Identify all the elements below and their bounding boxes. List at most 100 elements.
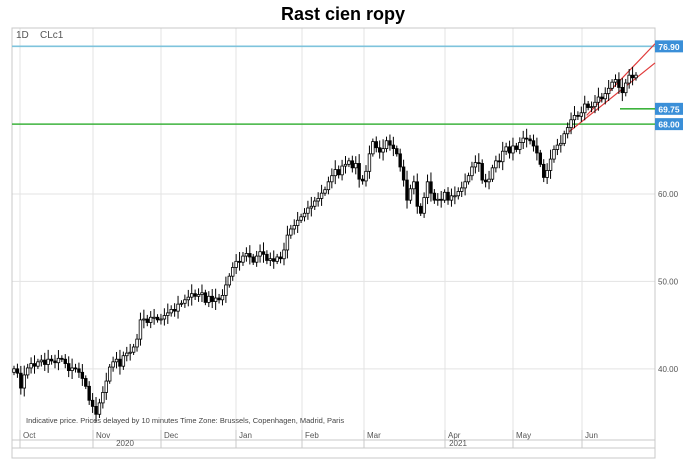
candle-body xyxy=(408,188,413,201)
candle-body xyxy=(319,192,324,199)
candle-body xyxy=(80,371,85,379)
candle-body xyxy=(559,142,563,146)
candle-body xyxy=(586,103,590,108)
candle-body xyxy=(15,368,20,374)
candle-body xyxy=(606,87,611,94)
candle-body xyxy=(25,367,30,376)
candle-body xyxy=(384,140,389,150)
candle-body xyxy=(569,119,573,129)
candle-body xyxy=(313,200,317,207)
annotation-lines xyxy=(12,43,656,134)
candle-body xyxy=(53,360,57,364)
candle-body xyxy=(224,284,228,296)
candle-body xyxy=(343,163,348,167)
candle-body xyxy=(542,163,546,178)
trend-channel-lower xyxy=(567,62,656,134)
candle-body xyxy=(46,358,50,365)
candle-body xyxy=(251,256,255,263)
footer-note: Indicative price. Prices delayed by 10 m… xyxy=(26,416,344,425)
price-tag-label: 68.00 xyxy=(658,120,680,130)
candle-body xyxy=(340,165,344,176)
candle-body xyxy=(155,316,160,321)
candle-body xyxy=(627,74,631,84)
candle-body xyxy=(449,195,454,201)
candle-body xyxy=(241,255,245,263)
candle-body xyxy=(483,179,488,183)
candle-body xyxy=(497,160,501,163)
candle-body xyxy=(555,144,560,150)
candle-body xyxy=(39,359,44,363)
candle-body xyxy=(114,358,119,363)
candle-body xyxy=(347,160,351,165)
candle-body xyxy=(518,142,522,150)
candle-body xyxy=(138,319,143,340)
candle-body xyxy=(101,392,105,404)
candle-body xyxy=(19,372,23,389)
candle-body xyxy=(367,153,372,172)
candle-body xyxy=(405,179,409,201)
candle-body xyxy=(552,149,556,160)
candle-body xyxy=(412,181,416,190)
candle-body xyxy=(473,162,478,168)
candle-body xyxy=(196,294,201,297)
candle-body xyxy=(227,275,232,286)
candle-body xyxy=(377,147,382,153)
candle-body xyxy=(275,256,279,262)
candle-body xyxy=(22,374,26,389)
candle-body xyxy=(524,137,529,140)
candle-body xyxy=(244,253,249,257)
candle-body xyxy=(142,318,146,321)
candle-body xyxy=(579,112,584,117)
candle-body xyxy=(418,205,423,214)
candle-body xyxy=(610,81,614,89)
candle-body xyxy=(456,191,460,197)
candle-body xyxy=(576,114,580,117)
candle-body xyxy=(388,140,392,146)
candle-body xyxy=(415,181,419,207)
candle-body xyxy=(381,148,385,153)
candle-body xyxy=(207,295,211,303)
candle-body xyxy=(401,166,406,181)
candle-body xyxy=(562,133,566,144)
price-tag xyxy=(655,40,683,53)
candle-body xyxy=(107,366,112,382)
candle-body xyxy=(94,406,98,415)
candle-body xyxy=(432,192,437,201)
candle-body xyxy=(531,140,536,147)
candle-body xyxy=(149,316,153,323)
candle-body xyxy=(135,338,139,348)
candle-body xyxy=(210,295,214,302)
candle-body xyxy=(231,267,235,277)
candle-body xyxy=(56,357,61,364)
candle-body xyxy=(234,260,238,268)
candle-body xyxy=(217,297,221,301)
x-tick-label: Oct xyxy=(23,431,36,440)
candle-body xyxy=(504,146,508,152)
candle-body xyxy=(620,87,625,94)
candle-body xyxy=(425,181,430,198)
candle-body xyxy=(391,144,396,150)
x-tick-label: Jan xyxy=(239,431,252,440)
candle-body xyxy=(213,297,218,302)
candle-body xyxy=(593,101,597,108)
x-tick-label: Apr xyxy=(448,431,461,440)
candle-body xyxy=(374,141,378,149)
candle-body xyxy=(190,293,194,298)
candle-body xyxy=(118,358,122,367)
candle-body xyxy=(333,169,337,177)
candle-body xyxy=(261,251,266,255)
candle-body xyxy=(487,178,491,183)
candle-body xyxy=(289,228,293,236)
candle-body xyxy=(446,191,450,201)
plot-border xyxy=(11,27,656,459)
candle-body xyxy=(429,181,433,194)
candle-body xyxy=(507,146,512,154)
candle-body xyxy=(104,380,108,393)
candle-body xyxy=(309,205,314,209)
candle-body xyxy=(330,175,334,183)
candle-body xyxy=(159,318,163,321)
candle-body xyxy=(145,318,149,323)
candle-body xyxy=(272,258,276,262)
candle-body xyxy=(12,368,16,373)
candle-body xyxy=(60,357,64,360)
